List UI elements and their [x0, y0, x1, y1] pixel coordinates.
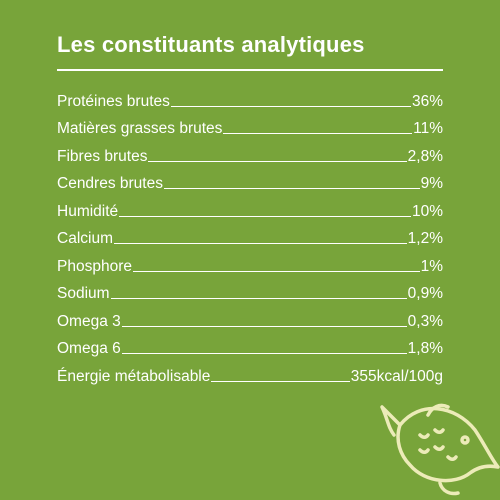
table: Protéines brutes 36% Matières grasses brut… [57, 83, 443, 386]
row: Cendres brutes 9% [57, 166, 443, 194]
label: Omega 6 [57, 340, 121, 357]
leader [148, 160, 407, 162]
label: Énergie métabolisable [57, 367, 211, 385]
leader [132, 270, 420, 272]
row: Omega 6 1,8% [57, 331, 443, 359]
leader [170, 105, 411, 107]
value: 1% [420, 257, 443, 275]
leader [121, 353, 407, 354]
title: Les constituants analytiques [57, 32, 365, 57]
row: Calcium 1,2% [57, 221, 443, 249]
label: Sodium [57, 285, 110, 302]
value: 0,3% [407, 312, 443, 330]
label: Cendres brutes [57, 175, 163, 192]
value: 1,2% [407, 230, 443, 247]
row: Phosphore 1% [57, 248, 443, 276]
value: 355kcal/100g [350, 367, 443, 385]
label: Omega 3 [57, 312, 121, 330]
row: Humidité 10% [57, 193, 443, 221]
value: 2,8% [407, 147, 443, 165]
label: Fibres brutes [57, 147, 148, 165]
value: 0,9% [407, 285, 443, 302]
label: Matières grasses brutes [57, 120, 223, 137]
row: Protéines brutes 36% [57, 83, 443, 111]
value: 11% [413, 120, 443, 137]
fish-icon [380, 403, 500, 496]
row: Matières grasses brutes 11% [57, 111, 443, 139]
title-rule [57, 69, 443, 71]
leader [121, 325, 407, 327]
row: Omega 3 0,3% [57, 303, 443, 331]
value: 9% [420, 175, 443, 192]
label: Calcium [57, 230, 113, 247]
leader [110, 298, 407, 299]
row: Sodium 0,9% [57, 276, 443, 304]
value: 10% [411, 202, 443, 220]
leader [113, 243, 407, 244]
leader [163, 188, 420, 189]
leader [119, 215, 411, 217]
label: Protéines brutes [57, 92, 170, 110]
leader [211, 380, 350, 382]
row: Fibres brutes 2,8% [57, 138, 443, 166]
value: 36% [411, 92, 443, 110]
row: Énergie métabolisable 355kcal/100g [57, 358, 443, 386]
value: 1,8% [407, 340, 443, 357]
leader [223, 133, 413, 134]
label: Humidité [57, 202, 119, 220]
label: Phosphore [57, 257, 132, 275]
